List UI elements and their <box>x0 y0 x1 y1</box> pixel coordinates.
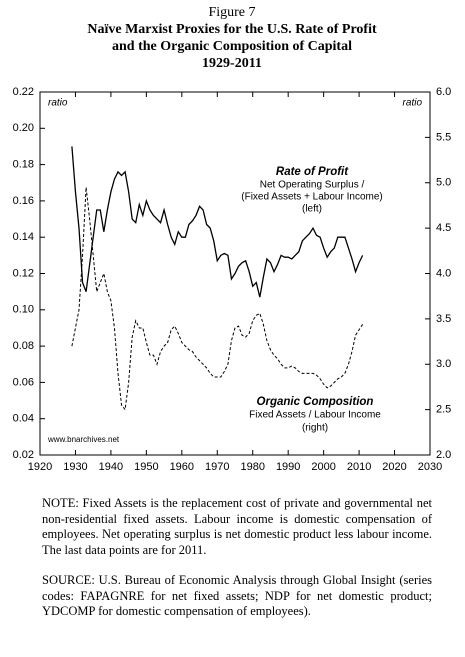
x-tick-label: 1930 <box>63 461 87 473</box>
y2-tick-label: 3.5 <box>436 313 451 325</box>
y-tick-label: 0.10 <box>13 304 34 316</box>
y2-tick-label: 4.0 <box>436 267 451 279</box>
y-tick-label: 0.22 <box>13 86 34 98</box>
y-tick-label: 0.06 <box>13 376 34 388</box>
figure-label: Figure 7 <box>208 5 255 20</box>
y-tick-label: 0.14 <box>13 231 34 243</box>
annotation: Rate of Profit <box>276 166 349 178</box>
chart: Figure 7 Naïve Marxist Proxies for the U… <box>13 5 452 473</box>
x-tick-label: 2000 <box>311 461 335 473</box>
y-tick-label: 0.04 <box>13 413 34 425</box>
annotation: Organic Composition <box>257 396 374 408</box>
chart-title: Naïve Marxist Proxies for the U.S. Rate … <box>87 22 377 37</box>
y-tick-label: 0.18 <box>13 159 34 171</box>
chart-title: and the Organic Composition of Capital <box>112 39 352 54</box>
y-tick-label: 0.12 <box>13 267 34 279</box>
y2-tick-label: 6.0 <box>436 86 451 98</box>
y-axis-label: ratio <box>48 98 68 109</box>
x-tick-label: 1980 <box>240 461 264 473</box>
x-tick-label: 1960 <box>170 461 194 473</box>
x-tick-label: 1940 <box>99 461 123 473</box>
y-tick-label: 0.02 <box>13 449 34 461</box>
annotation: (left) <box>302 204 322 215</box>
x-tick-label: 2010 <box>347 461 371 473</box>
annotation: Net Operating Surplus / <box>260 180 365 191</box>
y2-tick-label: 5.0 <box>436 177 451 189</box>
y2-tick-label: 3.0 <box>436 358 451 370</box>
y-tick-label: 0.08 <box>13 340 34 352</box>
annotation: (right) <box>302 423 328 434</box>
x-tick-label: 2030 <box>418 461 442 473</box>
series-line <box>71 146 364 298</box>
x-tick-label: 1970 <box>205 461 229 473</box>
x-tick-label: 1950 <box>134 461 158 473</box>
y2-tick-label: 2.5 <box>436 404 451 416</box>
y2-axis-label: ratio <box>403 98 423 109</box>
annotation: www.bnarchives.net <box>47 435 120 444</box>
y2-tick-label: 4.5 <box>436 222 451 234</box>
series-line <box>71 187 364 411</box>
x-tick-label: 2020 <box>382 461 406 473</box>
chart-subtitle: 1929-2011 <box>202 56 262 71</box>
x-tick-label: 1990 <box>276 461 300 473</box>
x-tick-label: 1920 <box>28 461 52 473</box>
y-tick-label: 0.20 <box>13 122 34 134</box>
y-tick-label: 0.16 <box>13 195 34 207</box>
note: NOTE: Fixed Assets is the replacement co… <box>42 496 432 557</box>
annotation: (Fixed Assets + Labour Income) <box>241 192 382 203</box>
y2-tick-label: 5.5 <box>436 131 451 143</box>
annotation: Fixed Assets / Labour Income <box>249 410 381 421</box>
source: SOURCE: U.S. Bureau of Economic Analysis… <box>42 573 432 618</box>
y2-tick-label: 2.0 <box>436 449 451 461</box>
